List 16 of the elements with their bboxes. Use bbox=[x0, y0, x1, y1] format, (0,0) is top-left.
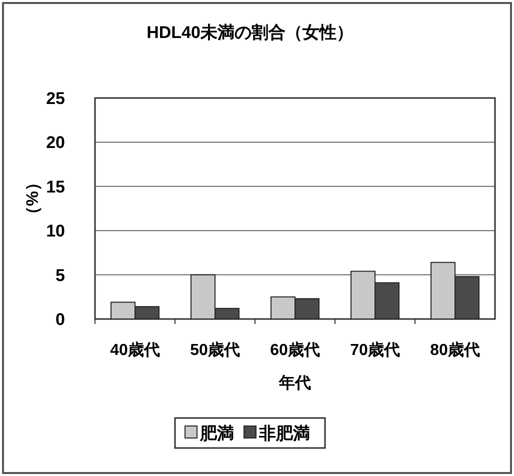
y-tick-label: 20 bbox=[46, 133, 65, 152]
legend-label: 非肥満 bbox=[258, 424, 310, 443]
x-axis-title: 年代 bbox=[278, 374, 311, 392]
y-axis-title: （%） bbox=[23, 174, 42, 224]
legend-label: 肥満 bbox=[199, 424, 234, 443]
x-tick-label: 40歳代 bbox=[110, 341, 160, 359]
x-tick-label: 50歳代 bbox=[190, 341, 240, 359]
x-tick-label: 60歳代 bbox=[270, 341, 320, 359]
y-tick-label: 10 bbox=[46, 222, 65, 241]
x-tick-label: 70歳代 bbox=[350, 341, 400, 359]
y-tick-label: 5 bbox=[56, 266, 65, 285]
y-tick-label: 15 bbox=[46, 177, 65, 196]
chart-title: HDL40未満の割合（女性） bbox=[146, 23, 354, 42]
x-tick-label: 80歳代 bbox=[430, 341, 480, 359]
y-tick-label: 0 bbox=[56, 310, 65, 329]
y-tick-label: 25 bbox=[46, 89, 65, 108]
